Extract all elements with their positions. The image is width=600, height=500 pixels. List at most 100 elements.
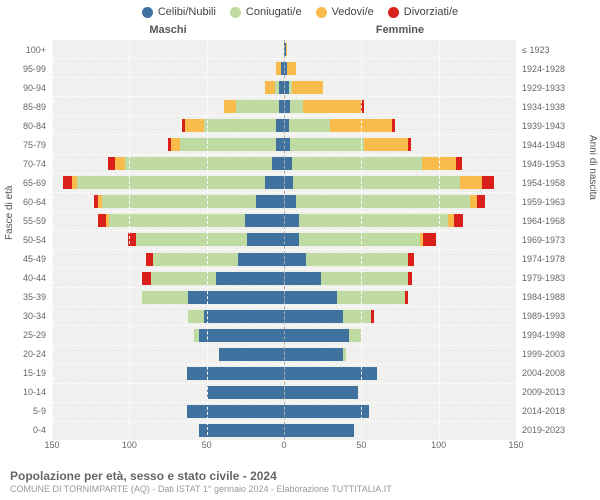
seg-ved — [171, 138, 180, 151]
seg-con — [125, 157, 272, 170]
bar-male — [276, 62, 284, 75]
seg-cel — [245, 214, 284, 227]
y-left-tick: 70-74 — [0, 154, 50, 173]
bar-male — [182, 119, 284, 132]
seg-con — [180, 138, 276, 151]
seg-cel — [265, 176, 284, 189]
seg-cel — [207, 386, 284, 399]
seg-cel — [284, 214, 299, 227]
population-pyramid-chart: Celibi/NubiliConiugati/eVedovi/eDivorzia… — [0, 0, 600, 500]
female-label: Femmine — [284, 24, 516, 36]
seg-ved — [115, 157, 124, 170]
seg-div — [63, 176, 72, 189]
seg-div — [456, 157, 462, 170]
bar-male — [224, 100, 284, 113]
seg-con — [299, 233, 420, 246]
x-tick: 50 — [202, 440, 212, 450]
y-left-tick: 85-89 — [0, 97, 50, 116]
seg-con — [296, 195, 469, 208]
y-right-tick: 1954-1958 — [518, 173, 598, 192]
seg-con — [77, 176, 266, 189]
seg-cel — [284, 386, 358, 399]
y-right-tick: 1939-1943 — [518, 116, 598, 135]
seg-cel — [188, 291, 284, 304]
bar-male — [199, 424, 284, 437]
bar-male — [219, 348, 284, 361]
seg-cel — [284, 348, 343, 361]
y-axis-left: 100+95-9990-9485-8980-8475-7970-7465-696… — [0, 40, 50, 440]
y-right-tick: 2014-2018 — [518, 402, 598, 421]
bar-female — [284, 233, 436, 246]
seg-cel — [199, 424, 284, 437]
seg-ved — [292, 81, 323, 94]
bar-male — [168, 138, 284, 151]
legend-item: Coniugati/e — [230, 6, 302, 18]
y-left-tick: 10-14 — [0, 383, 50, 402]
bar-female — [284, 348, 346, 361]
seg-cel — [247, 233, 284, 246]
bar-female — [284, 310, 374, 323]
legend-item: Celibi/Nubili — [142, 6, 216, 18]
seg-con — [293, 176, 460, 189]
seg-con — [290, 100, 302, 113]
seg-con — [153, 253, 238, 266]
seg-con — [102, 195, 257, 208]
y-right-tick: 1949-1953 — [518, 154, 598, 173]
seg-ved — [224, 100, 236, 113]
seg-con — [343, 310, 371, 323]
seg-cel — [284, 367, 377, 380]
seg-ved — [287, 62, 296, 75]
seg-ved — [470, 195, 478, 208]
bar-male — [63, 176, 284, 189]
bar-female — [284, 214, 463, 227]
seg-div — [477, 195, 485, 208]
y-left-tick: 45-49 — [0, 250, 50, 269]
seg-cel — [272, 157, 284, 170]
y-right-tick: 1934-1938 — [518, 97, 598, 116]
bar-female — [284, 100, 364, 113]
legend-swatch — [142, 7, 153, 18]
gridline-v — [439, 40, 440, 440]
seg-div — [408, 138, 411, 151]
legend-swatch — [388, 7, 399, 18]
y-left-tick: 75-79 — [0, 135, 50, 154]
y-left-tick: 20-24 — [0, 345, 50, 364]
y-left-tick: 95-99 — [0, 59, 50, 78]
chart-title: Popolazione per età, sesso e stato civil… — [10, 469, 590, 483]
y-left-tick: 15-19 — [0, 364, 50, 383]
y-left-tick: 100+ — [0, 40, 50, 59]
bar-male — [194, 329, 284, 342]
bar-male — [98, 214, 284, 227]
y-left-tick: 0-4 — [0, 421, 50, 440]
bar-male — [265, 81, 284, 94]
seg-cel — [284, 253, 306, 266]
legend: Celibi/NubiliConiugati/eVedovi/eDivorzia… — [0, 0, 600, 20]
y-right-tick: 1984-1988 — [518, 288, 598, 307]
seg-con — [299, 214, 447, 227]
legend-swatch — [230, 7, 241, 18]
seg-div — [408, 253, 414, 266]
seg-cel — [284, 176, 293, 189]
x-tick: 150 — [44, 440, 59, 450]
y-left-tick: 60-64 — [0, 192, 50, 211]
seg-con — [321, 272, 408, 285]
bar-female — [284, 405, 369, 418]
bar-male — [108, 157, 284, 170]
seg-ved — [364, 138, 407, 151]
seg-div — [142, 272, 151, 285]
bar-female — [284, 386, 358, 399]
seg-con — [142, 291, 188, 304]
bar-female — [284, 272, 412, 285]
legend-label: Vedovi/e — [332, 6, 374, 18]
bar-female — [284, 81, 323, 94]
bar-female — [284, 291, 408, 304]
y-left-tick: 65-69 — [0, 173, 50, 192]
seg-cel — [284, 424, 354, 437]
seg-cel — [284, 329, 349, 342]
seg-cel — [219, 348, 284, 361]
chart-subtitle: COMUNE DI TORNIMPARTE (AQ) - Dati ISTAT … — [10, 484, 590, 494]
legend-label: Coniugati/e — [246, 6, 302, 18]
y-right-tick: 1979-1983 — [518, 269, 598, 288]
bar-male — [187, 405, 284, 418]
y-right-tick: 1959-1963 — [518, 192, 598, 211]
